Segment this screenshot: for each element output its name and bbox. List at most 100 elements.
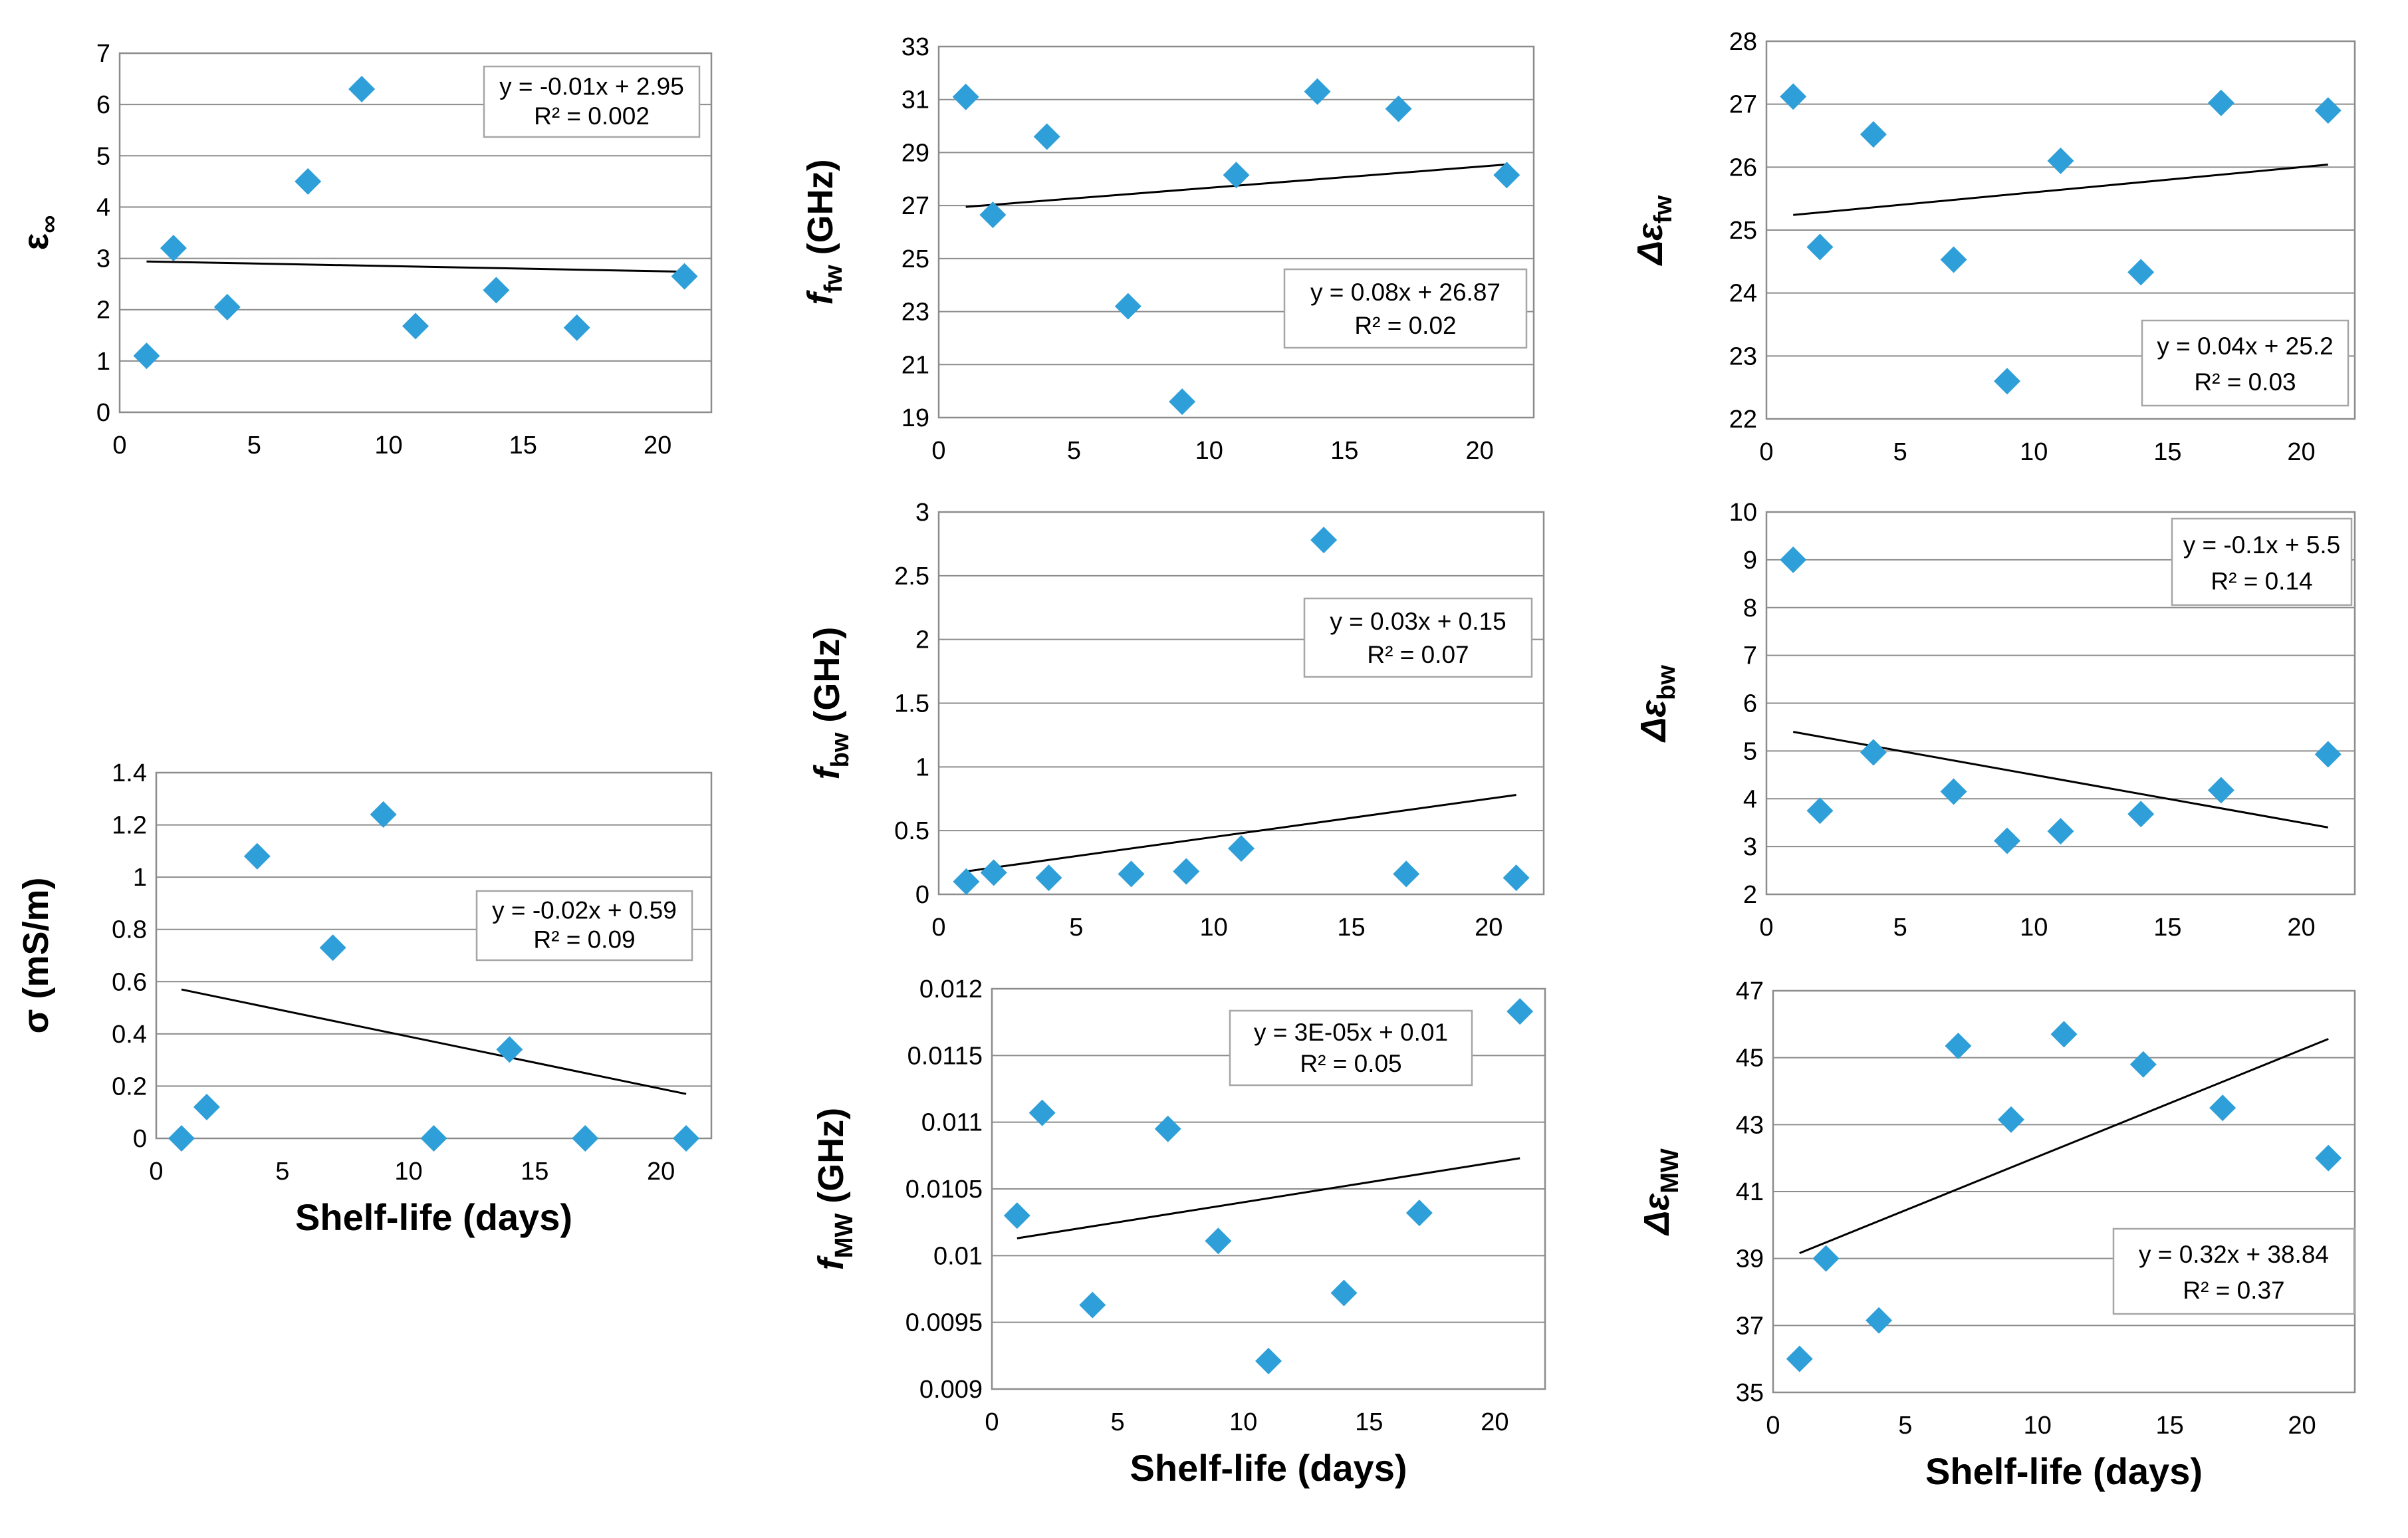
x-tick-label: 10 <box>1229 1408 1257 1436</box>
x-tick-label: 0 <box>1759 438 1773 466</box>
y-tick-label: 25 <box>1729 217 1757 245</box>
y-axis-label: ε∞ <box>16 215 63 251</box>
x-tick-label: 20 <box>1475 914 1503 942</box>
y-tick-label: 7 <box>96 40 110 68</box>
x-tick-label: 0 <box>112 432 126 459</box>
data-point <box>1310 527 1338 554</box>
y-tick-label: 5 <box>1743 737 1757 765</box>
y-tick-label: 27 <box>902 192 929 220</box>
data-point <box>2315 1144 2342 1172</box>
data-point <box>370 801 397 828</box>
data-point <box>1173 858 1200 885</box>
y-tick-label: 1.5 <box>894 690 929 718</box>
data-point <box>1304 78 1331 105</box>
y-tick-label: 0 <box>133 1125 147 1153</box>
data-point <box>1114 293 1142 320</box>
data-point <box>1780 83 1807 110</box>
x-tick-label: 0 <box>1766 1412 1780 1440</box>
y-tick-label: 0 <box>96 399 110 427</box>
y-tick-label: 0.01 <box>933 1242 983 1270</box>
equation-box <box>1283 268 1528 349</box>
y-tick-label: 45 <box>1736 1045 1764 1073</box>
plot-area <box>937 45 1535 419</box>
equation-box <box>1303 597 1533 678</box>
y-tick-label: 8 <box>1743 594 1757 622</box>
x-tick-label: 15 <box>1330 437 1358 465</box>
data-point <box>1255 1347 1282 1374</box>
chart-debw: 2 3 4 5 6 7 8 9 10 0 5 10 15 20 y = -0.1x + 5.5 R² = 0.… <box>1633 499 2356 942</box>
y-tick-label: 47 <box>1736 977 1764 1005</box>
r-squared: R² = 0.03 <box>2194 368 2296 396</box>
y-tick-label: 23 <box>1729 342 1757 370</box>
data-point <box>1393 860 1420 888</box>
data-point <box>1079 1291 1106 1319</box>
y-tick-label: 0.4 <box>112 1021 147 1049</box>
trend-equation: y = 0.03x + 0.15 <box>1330 608 1506 635</box>
data-point <box>1405 1200 1433 1227</box>
plot-area <box>1772 989 2356 1394</box>
y-tick-label: 22 <box>1729 406 1757 434</box>
y-tick-label: 3 <box>915 499 929 527</box>
r-squared: R² = 0.002 <box>534 102 650 130</box>
y-tick-label: 1.2 <box>112 812 147 840</box>
data-point <box>1786 1345 1813 1372</box>
trend-equation: y = 0.04x + 25.2 <box>2157 332 2333 360</box>
y-tick-label: 2 <box>96 297 110 324</box>
y-tick-label: 4 <box>96 193 110 221</box>
trend-line <box>1793 164 2328 216</box>
r-squared: R² = 0.05 <box>1300 1050 1401 1077</box>
data-point <box>1945 1033 1972 1060</box>
x-tick-label: 5 <box>247 432 261 459</box>
equation-box <box>2112 1227 2355 1315</box>
x-tick-label: 5 <box>275 1158 289 1186</box>
x-tick-label: 5 <box>1069 914 1083 942</box>
equation-box <box>2141 319 2349 407</box>
trend-line <box>966 794 1516 872</box>
trend-line <box>181 988 687 1095</box>
x-tick-label: 10 <box>374 432 402 459</box>
equation-box <box>1229 1009 1473 1087</box>
x-tick-label: 5 <box>1898 1412 1912 1440</box>
x-tick-label: 5 <box>1111 1408 1125 1436</box>
equation-box <box>2171 517 2353 606</box>
trend-equation: y = 0.08x + 26.87 <box>1310 279 1501 306</box>
data-point <box>1169 388 1196 416</box>
y-tick-label: 1 <box>915 753 929 781</box>
x-tick-label: 20 <box>644 432 671 459</box>
x-tick-label: 20 <box>1481 1408 1508 1436</box>
chart-sigma: 0 0.2 0.4 0.6 0.8 1 1.2 1.4 0 5 10 15 20 y = -0.02x +… <box>16 759 713 1238</box>
x-tick-label: 5 <box>1893 914 1907 942</box>
y-tick-label: 24 <box>1729 280 1757 308</box>
chart-defw: 22 23 24 25 26 27 28 0 5 10 15 20 y = 0.04x + 25.2 R²… <box>1630 28 2356 466</box>
data-point <box>2209 1094 2236 1122</box>
trend-line <box>1017 1157 1520 1239</box>
y-axis-label: ffw (GHz) <box>800 159 848 305</box>
plot-area <box>118 52 713 414</box>
trend-equation: y = -0.01x + 2.95 <box>499 72 684 100</box>
y-tick-label: 27 <box>1729 91 1757 119</box>
y-tick-label: 0.8 <box>112 916 147 944</box>
x-tick-label: 0 <box>149 1158 163 1186</box>
chart-ffw: 19 21 23 25 27 29 31 33 0 5 10 15 20 y = 0.08x + 26.8… <box>800 33 1535 465</box>
trend-line <box>1799 1038 2329 1255</box>
data-point <box>1223 162 1250 189</box>
y-tick-label: 1 <box>133 864 147 892</box>
equation-box <box>475 890 693 961</box>
y-tick-label: 0.0115 <box>907 1042 983 1070</box>
data-point <box>1385 95 1412 122</box>
x-axis-label: Shelf-life (days) <box>295 1196 572 1238</box>
data-point <box>979 201 1007 229</box>
data-point <box>2127 259 2155 286</box>
x-tick-label: 5 <box>1067 437 1081 465</box>
y-tick-label: 0.011 <box>921 1109 983 1137</box>
y-tick-label: 0.5 <box>894 817 929 845</box>
data-point <box>213 293 241 320</box>
data-point <box>1503 864 1530 892</box>
data-point <box>243 842 271 870</box>
y-tick-label: 23 <box>902 299 929 326</box>
data-point <box>168 1125 195 1152</box>
r-squared: R² = 0.37 <box>2183 1277 2284 1304</box>
plot-area <box>1765 511 2356 896</box>
data-point <box>2047 147 2074 174</box>
x-axis-label: Shelf-life (days) <box>1130 1447 1407 1489</box>
